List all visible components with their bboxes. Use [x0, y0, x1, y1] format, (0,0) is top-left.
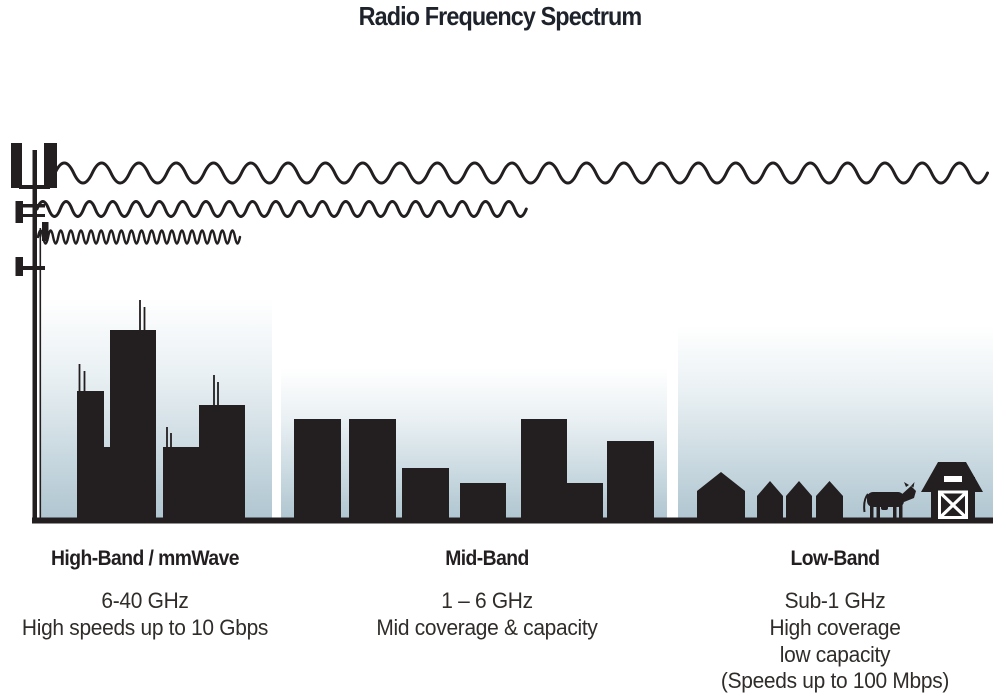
ground-line — [32, 517, 993, 524]
city-skyline-icon — [77, 300, 245, 518]
short-wave — [36, 229, 242, 245]
band-label-low-band: Low-Band Sub-1 GHz High coverage low cap… — [692, 547, 978, 695]
band-detail-line: Mid coverage & capacity — [376, 614, 598, 640]
cell-tower-icon — [11, 143, 57, 518]
band-details-low-band: Sub-1 GHz High coverage low capacity (Sp… — [699, 588, 971, 695]
band-details-high-band: 6-40 GHz High speeds up to 10 Gbps — [7, 588, 283, 642]
band-label-high-band: High-Band / mmWave 6-40 GHz High speeds … — [0, 547, 290, 642]
band-label-mid-band: Mid-Band 1 – 6 GHz Mid coverage & capaci… — [340, 547, 634, 642]
band-heading-mid-band: Mid-Band — [445, 547, 529, 570]
barn-icon — [921, 462, 983, 519]
band-details-mid-band: 1 – 6 GHz Mid coverage & capacity — [347, 588, 626, 642]
barn-hayloft-vent — [944, 476, 962, 482]
houses-icon — [697, 472, 843, 518]
band-detail-line: Sub-1 GHz — [784, 588, 886, 613]
long-wave — [53, 161, 989, 185]
radio-waves — [35, 161, 989, 245]
band-detail-line: 1 – 6 GHz — [441, 588, 533, 613]
cow-icon — [863, 482, 916, 518]
band-detail-line: High speeds up to 10 Gbps — [21, 614, 269, 640]
barn-crossbuck-door — [938, 490, 968, 519]
spectrum-illustration — [11, 143, 993, 524]
band-detail-line: (Speeds up to 100 Mbps) — [720, 668, 950, 694]
page-title: Radio Frequency Spectrum — [358, 1, 643, 31]
medium-wave — [35, 200, 528, 218]
band-detail-line: 6-40 GHz — [101, 588, 189, 613]
band-detail-line: low capacity — [779, 641, 891, 667]
midrise-buildings-icon — [294, 419, 654, 518]
rooftop-antennas — [78, 300, 219, 448]
band-detail-line: High coverage — [769, 614, 901, 640]
band-heading-high-band: High-Band / mmWave — [51, 547, 239, 570]
band-heading-low-band: Low-Band — [790, 547, 881, 570]
